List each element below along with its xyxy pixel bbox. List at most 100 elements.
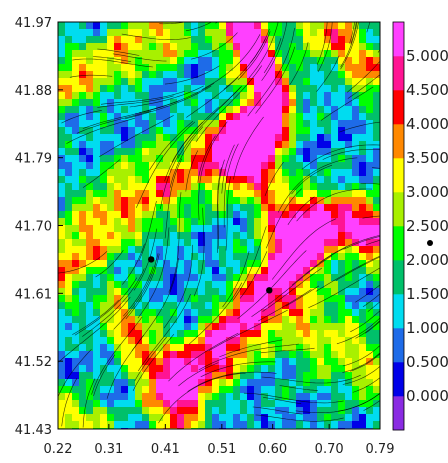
heatmap-cell: [163, 288, 171, 296]
heatmap-cell: [198, 50, 206, 58]
heatmap-cell: [219, 36, 227, 44]
heatmap-cell: [268, 197, 276, 205]
heatmap-cell: [359, 260, 367, 268]
heatmap-cell: [331, 71, 339, 79]
heatmap-cell: [261, 323, 269, 331]
heatmap-cell: [121, 148, 129, 156]
heatmap-cell: [324, 71, 332, 79]
heatmap-cell: [296, 309, 304, 317]
heatmap-cell: [359, 29, 367, 37]
heatmap-cell: [93, 22, 101, 30]
heatmap-cell: [310, 190, 318, 198]
heatmap-cell: [100, 50, 108, 58]
heatmap-cell: [93, 92, 101, 100]
heatmap-cell: [261, 85, 269, 93]
heatmap-cell: [345, 323, 353, 331]
heatmap-cell: [240, 169, 248, 177]
heatmap-cell: [233, 29, 241, 37]
heatmap-cell: [93, 127, 101, 135]
heatmap-cell: [135, 50, 143, 58]
heatmap-cell: [254, 176, 262, 184]
heatmap-cell: [338, 414, 346, 422]
heatmap-cell: [135, 344, 143, 352]
heatmap-cell: [163, 379, 171, 387]
heatmap-cell: [135, 134, 143, 142]
heatmap-cell: [303, 211, 311, 219]
heatmap-cell: [170, 218, 178, 226]
heatmap-cell: [198, 148, 206, 156]
heatmap-cell: [114, 309, 122, 317]
heatmap-cell: [79, 71, 87, 79]
heatmap-cell: [331, 64, 339, 72]
heatmap-cell: [282, 232, 290, 240]
heatmap-cell: [58, 407, 66, 415]
heatmap-cell: [359, 57, 367, 65]
heatmap-cell: [310, 211, 318, 219]
heatmap-cell: [233, 50, 241, 58]
heatmap-cell: [352, 148, 360, 156]
heatmap-cell: [135, 267, 143, 275]
heatmap-cell: [184, 57, 192, 65]
heatmap-cell: [366, 253, 374, 261]
heatmap-cell: [205, 85, 213, 93]
streamline: [342, 352, 380, 373]
heatmap-cell: [310, 358, 318, 366]
streamline: [301, 144, 380, 170]
streamline: [72, 58, 153, 68]
streamline: [121, 33, 191, 40]
heatmap-cell: [352, 36, 360, 44]
heatmap-cell: [317, 85, 325, 93]
heatmap-cell: [261, 351, 269, 359]
heatmap-cell: [296, 106, 304, 114]
streamline: [237, 31, 271, 80]
heatmap-cell: [296, 302, 304, 310]
streamline: [82, 268, 145, 337]
heatmap-cell: [338, 29, 346, 37]
heatmap-cell: [100, 344, 108, 352]
heatmap-cell: [233, 421, 241, 429]
heatmap-cell: [240, 239, 248, 247]
heatmap-cell: [93, 246, 101, 254]
streamline: [74, 277, 138, 336]
heatmap-cell: [303, 113, 311, 121]
heatmap-cell: [247, 36, 255, 44]
heatmap-cell: [100, 330, 108, 338]
heatmap-cell: [289, 379, 297, 387]
heatmap-cell: [282, 372, 290, 380]
heatmap-cell: [268, 29, 276, 37]
heatmap-cell: [79, 169, 87, 177]
heatmap-cell: [156, 120, 164, 128]
heatmap-cell: [303, 330, 311, 338]
heatmap-cell: [289, 288, 297, 296]
heatmap-cell: [142, 260, 150, 268]
heatmap-cell: [184, 169, 192, 177]
x-tick-label: 0.41: [151, 442, 180, 457]
heatmap-cell: [310, 169, 318, 177]
heatmap-cell: [170, 379, 178, 387]
heatmap-cell: [331, 127, 339, 135]
streamline: [285, 285, 320, 307]
heatmap-cell: [65, 36, 73, 44]
heatmap-cell: [219, 288, 227, 296]
heatmap-cell: [303, 246, 311, 254]
heatmap-cell: [247, 162, 255, 170]
heatmap-cell: [352, 400, 360, 408]
heatmap-cell: [170, 211, 178, 219]
heatmap-cell: [86, 372, 94, 380]
heatmap-cell: [289, 22, 297, 30]
heatmap-cell: [65, 29, 73, 37]
heatmap-cell: [114, 239, 122, 247]
heatmap-cell: [310, 155, 318, 163]
heatmap-cell: [79, 414, 87, 422]
heatmap-cell: [226, 316, 234, 324]
streamline: [217, 159, 225, 249]
heatmap-cell: [65, 330, 73, 338]
heatmap-cell: [352, 99, 360, 107]
heatmap-cell: [128, 169, 136, 177]
heatmap-cell: [366, 267, 374, 275]
heatmap-cell: [366, 260, 374, 268]
heatmap-cell: [170, 169, 178, 177]
heatmap-cell: [338, 78, 346, 86]
streamline: [352, 377, 380, 393]
heatmap-cell: [135, 323, 143, 331]
